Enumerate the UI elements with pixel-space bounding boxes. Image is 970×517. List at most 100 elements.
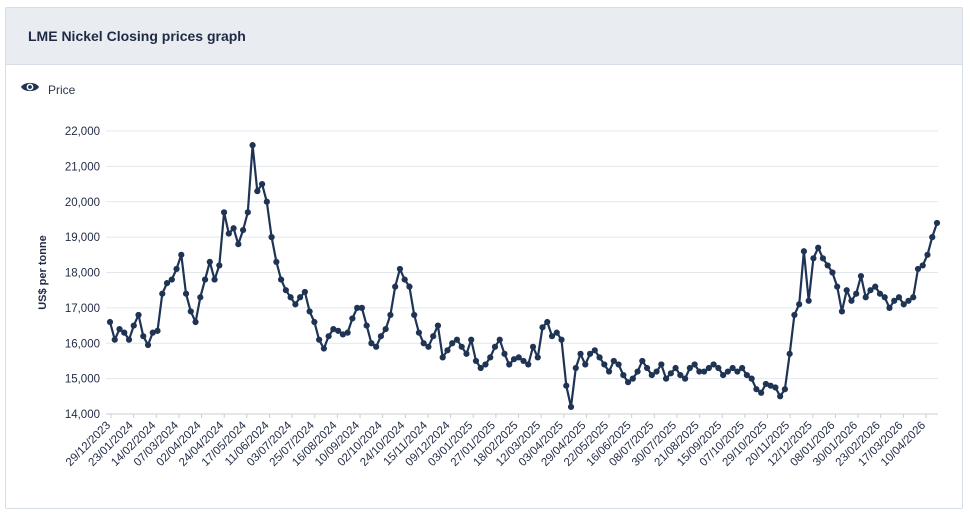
data-point — [572, 364, 579, 372]
data-point — [458, 343, 465, 350]
eye-icon — [20, 80, 40, 99]
data-point — [206, 258, 213, 265]
data-point — [762, 380, 769, 388]
data-point — [534, 354, 541, 361]
data-point — [729, 364, 736, 372]
data-point — [392, 283, 399, 290]
data-point — [829, 269, 836, 276]
data-point — [591, 347, 598, 354]
data-point — [643, 364, 651, 372]
data-point — [919, 262, 926, 269]
data-point — [358, 304, 366, 311]
data-point — [106, 318, 114, 326]
data-point — [330, 326, 337, 333]
data-point — [586, 350, 594, 357]
y-tick-label: 15,000 — [65, 374, 100, 386]
data-point — [838, 308, 846, 315]
data-point — [453, 336, 461, 343]
data-point — [724, 368, 731, 375]
data-point — [705, 364, 712, 372]
data-point — [686, 364, 693, 372]
data-point — [577, 350, 584, 357]
data-point — [677, 371, 684, 379]
data-point — [876, 290, 884, 297]
data-point — [791, 311, 798, 319]
data-point — [263, 198, 270, 205]
data-point — [316, 336, 323, 343]
data-point — [610, 357, 617, 365]
data-point — [872, 283, 879, 290]
data-point — [748, 375, 755, 382]
data-point — [491, 343, 499, 350]
data-point — [387, 311, 394, 319]
data-point — [914, 265, 922, 273]
data-point — [648, 371, 655, 379]
data-point — [163, 280, 171, 287]
y-tick-label: 22,000 — [65, 126, 100, 138]
data-point — [886, 304, 893, 311]
data-point — [373, 343, 380, 350]
data-point — [501, 350, 508, 357]
data-point — [929, 234, 936, 241]
data-point — [786, 350, 793, 357]
data-point — [634, 368, 641, 375]
data-point — [767, 382, 774, 389]
data-point — [596, 354, 603, 361]
data-point — [201, 276, 209, 283]
data-point — [819, 255, 827, 262]
data-point — [354, 304, 361, 311]
data-point — [758, 389, 765, 396]
data-point — [239, 226, 247, 234]
data-point — [173, 265, 180, 273]
data-point — [420, 340, 427, 347]
data-point — [216, 262, 223, 269]
data-point — [154, 327, 161, 334]
data-point — [881, 294, 888, 301]
data-point — [933, 219, 941, 227]
y-tick-label: 21,000 — [65, 161, 100, 173]
data-point — [225, 230, 232, 237]
data-point — [605, 368, 613, 375]
data-point — [339, 331, 346, 338]
data-point — [615, 361, 622, 368]
data-point — [544, 318, 551, 326]
data-point — [843, 287, 850, 294]
data-point — [558, 336, 565, 343]
data-point — [425, 343, 432, 350]
data-point — [853, 290, 860, 297]
data-point — [681, 375, 689, 382]
data-point — [624, 379, 632, 386]
data-point — [411, 311, 418, 319]
data-point — [496, 336, 503, 343]
data-point — [529, 343, 537, 350]
data-point — [449, 340, 456, 347]
data-point — [824, 262, 831, 269]
data-point — [211, 276, 218, 283]
data-point — [753, 386, 760, 393]
data-point — [444, 347, 451, 354]
y-tick-label: 18,000 — [65, 268, 100, 280]
data-point — [924, 251, 931, 258]
data-point — [140, 333, 147, 340]
data-point — [463, 350, 470, 357]
data-point — [363, 322, 370, 329]
data-point — [116, 326, 123, 333]
data-point — [182, 290, 190, 297]
y-tick-label: 17,000 — [65, 303, 100, 315]
data-point — [468, 336, 475, 343]
data-point — [910, 294, 917, 301]
data-point — [905, 297, 912, 304]
data-point — [178, 251, 185, 258]
legend-item-price[interactable]: Price — [20, 80, 75, 99]
data-point — [287, 294, 294, 301]
data-point — [834, 283, 841, 290]
data-point — [301, 288, 308, 296]
data-point — [135, 311, 142, 319]
data-point — [772, 384, 779, 391]
data-point — [382, 326, 389, 333]
data-point — [563, 382, 570, 389]
data-point — [472, 357, 480, 365]
data-point — [368, 340, 375, 347]
data-point — [701, 368, 708, 375]
